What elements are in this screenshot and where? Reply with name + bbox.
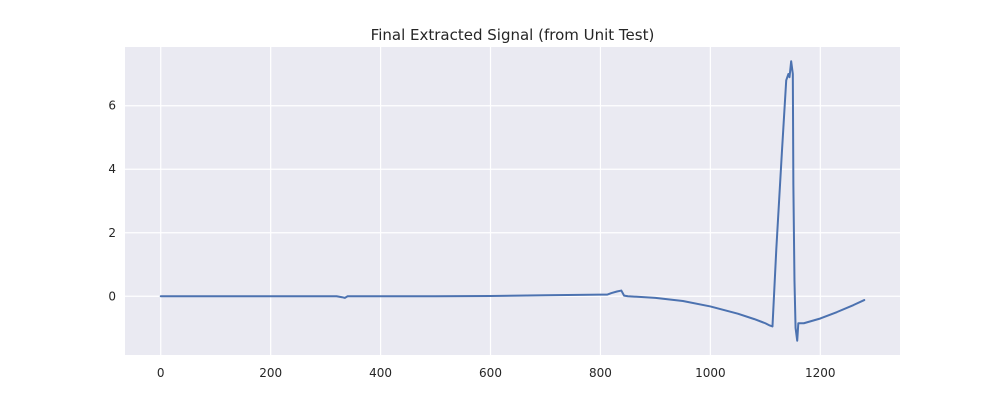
- x-tick-label: 600: [479, 366, 502, 380]
- x-tick-label: 800: [589, 366, 612, 380]
- y-tick-label: 4: [108, 162, 116, 176]
- plot-area: [125, 47, 900, 355]
- y-tick-label: 6: [108, 99, 116, 113]
- y-tick-label: 2: [108, 226, 116, 240]
- x-tick-label: 1000: [695, 366, 726, 380]
- x-tick-label: 1200: [805, 366, 836, 380]
- chart-title: Final Extracted Signal (from Unit Test): [371, 26, 655, 44]
- x-tick-label: 400: [369, 366, 392, 380]
- x-tick-label: 0: [157, 366, 165, 380]
- tick-labels: 0 200 400 600 800 1000 1200 0 2 4 6: [108, 99, 835, 380]
- grid: [125, 47, 900, 355]
- series-group: [159, 60, 866, 342]
- y-tick-label: 0: [108, 289, 116, 303]
- x-tick-label: 200: [259, 366, 282, 380]
- series-line-0: [159, 60, 866, 342]
